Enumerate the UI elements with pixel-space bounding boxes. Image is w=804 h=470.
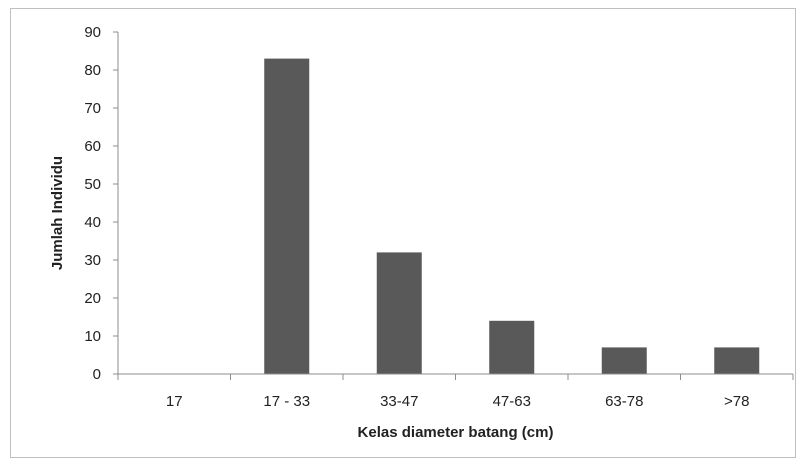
bar — [714, 347, 760, 374]
y-axis-title: Jumlah Individu — [49, 156, 66, 270]
y-tick-label: 10 — [84, 328, 101, 345]
y-tick-label: 70 — [84, 100, 101, 117]
bars — [264, 58, 760, 374]
y-axis-ticks: 0 10 20 30 40 50 60 70 80 90 — [84, 24, 118, 383]
axes — [117, 32, 793, 375]
x-tick-label: 17 — [166, 393, 183, 410]
y-tick-label: 0 — [93, 366, 101, 383]
bar — [376, 252, 422, 374]
y-tick-label: 20 — [84, 290, 101, 307]
x-tick-label: 17 - 33 — [263, 393, 310, 410]
x-tick-label: 63-78 — [605, 393, 643, 410]
bar — [264, 58, 310, 374]
y-tick-label: 30 — [84, 252, 101, 269]
y-tick-label: 60 — [84, 138, 101, 155]
bar — [489, 320, 535, 374]
y-tick-label: 40 — [84, 214, 101, 231]
x-axis-title: Kelas diameter batang (cm) — [358, 424, 554, 441]
x-tick-label: 33-47 — [380, 393, 418, 410]
x-tick-label: >78 — [724, 393, 749, 410]
chart-frame — [10, 8, 796, 458]
y-tick-label: 80 — [84, 62, 101, 79]
y-tick-label: 90 — [84, 24, 101, 41]
y-tick-label: 50 — [84, 176, 101, 193]
x-tick-label: 47-63 — [493, 393, 531, 410]
bar — [601, 347, 647, 374]
x-axis-ticks: 17 17 - 33 33-47 47-63 63-78 >78 — [117, 374, 794, 410]
